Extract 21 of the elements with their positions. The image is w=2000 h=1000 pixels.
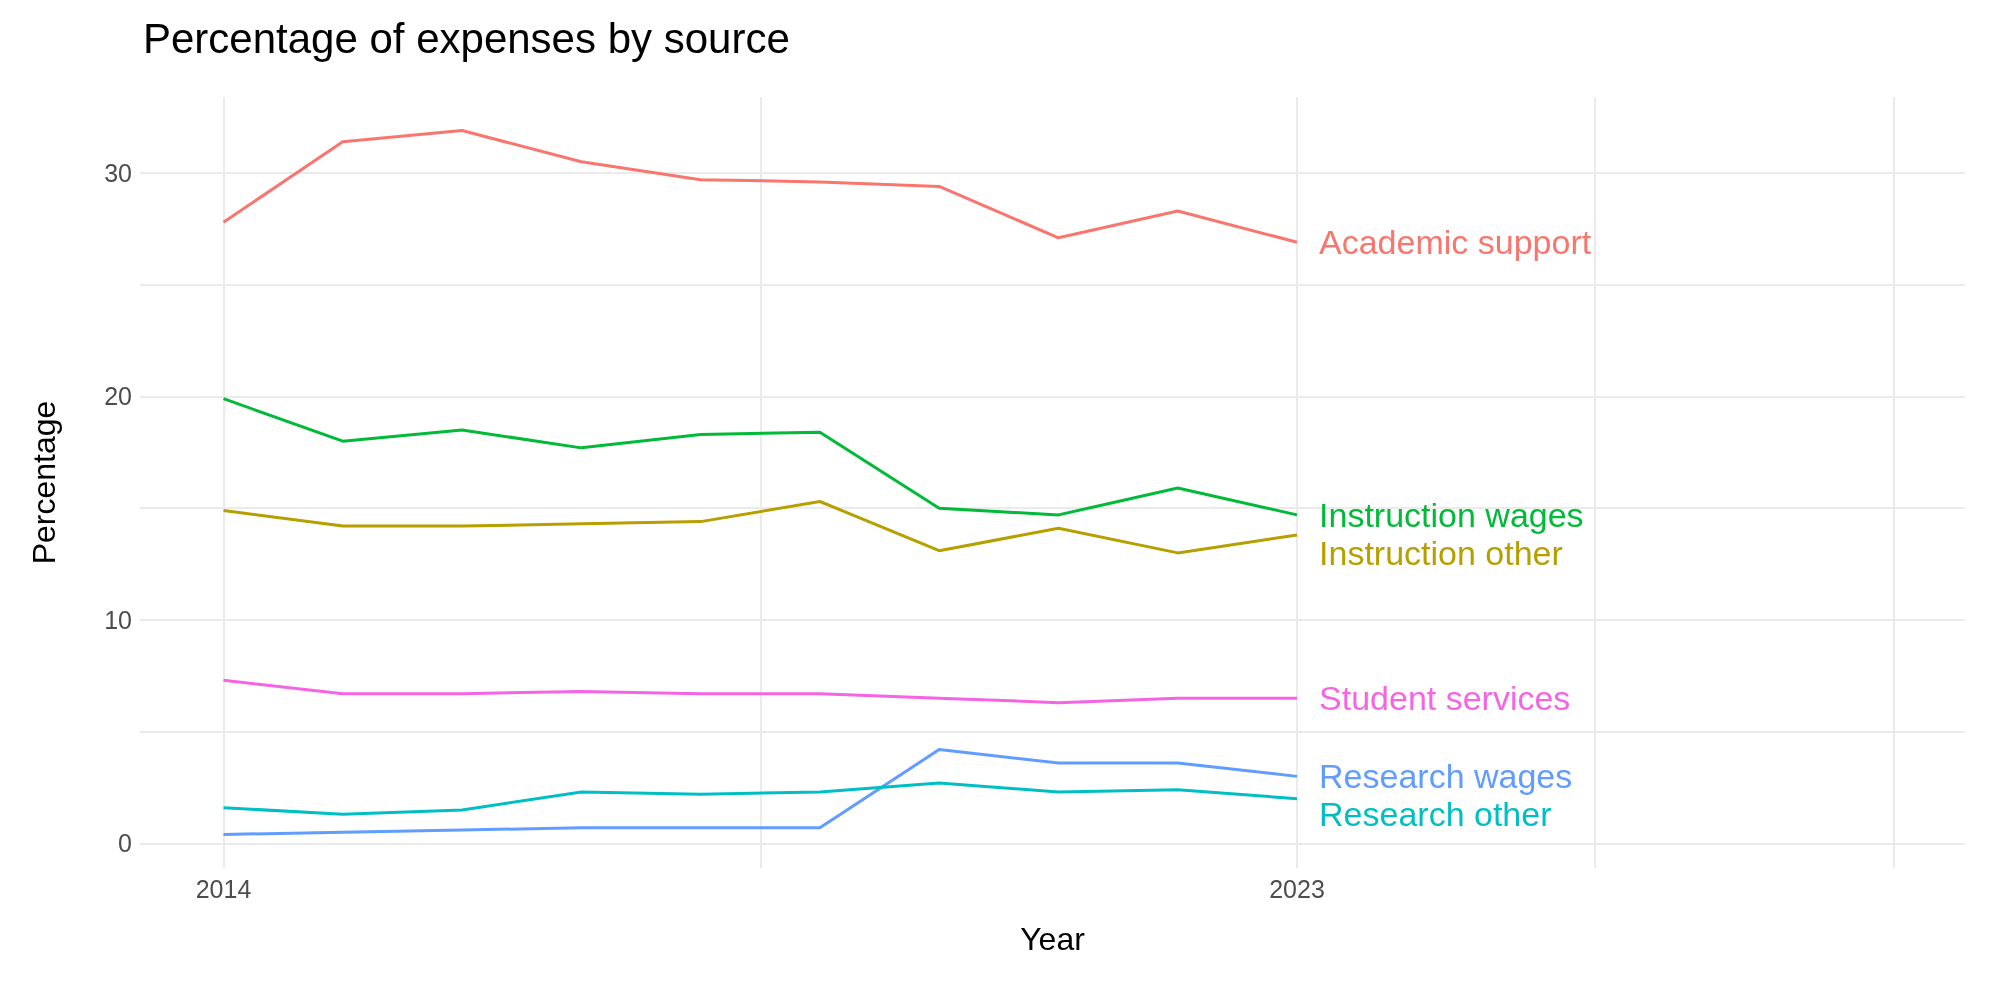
series-label: Research other (1319, 795, 1552, 834)
x-axis-title: Year (1020, 921, 1086, 957)
series-label: Instruction wages (1319, 495, 1584, 534)
line-series (222, 678, 1299, 705)
line-series (222, 748, 1299, 836)
x-tick-label: 2023 (1269, 874, 1325, 903)
line-series (222, 129, 1299, 244)
y-tick-label: 30 (104, 158, 132, 187)
y-tick-label: 0 (118, 829, 132, 858)
line-series (222, 781, 1299, 816)
series-label: Research wages (1319, 757, 1573, 796)
series-label: Student services (1319, 679, 1571, 718)
y-tick-label: 10 (104, 605, 132, 634)
line-series (222, 397, 1299, 517)
chart-title: Percentage of expenses by source (143, 14, 790, 62)
y-tick-label: 20 (104, 382, 132, 411)
series-label: Instruction other (1319, 533, 1563, 572)
line-series (222, 500, 1299, 555)
series-label: Academic support (1319, 223, 1592, 262)
y-axis-title: Percentage (26, 400, 62, 565)
x-tick-label: 2014 (195, 874, 252, 903)
